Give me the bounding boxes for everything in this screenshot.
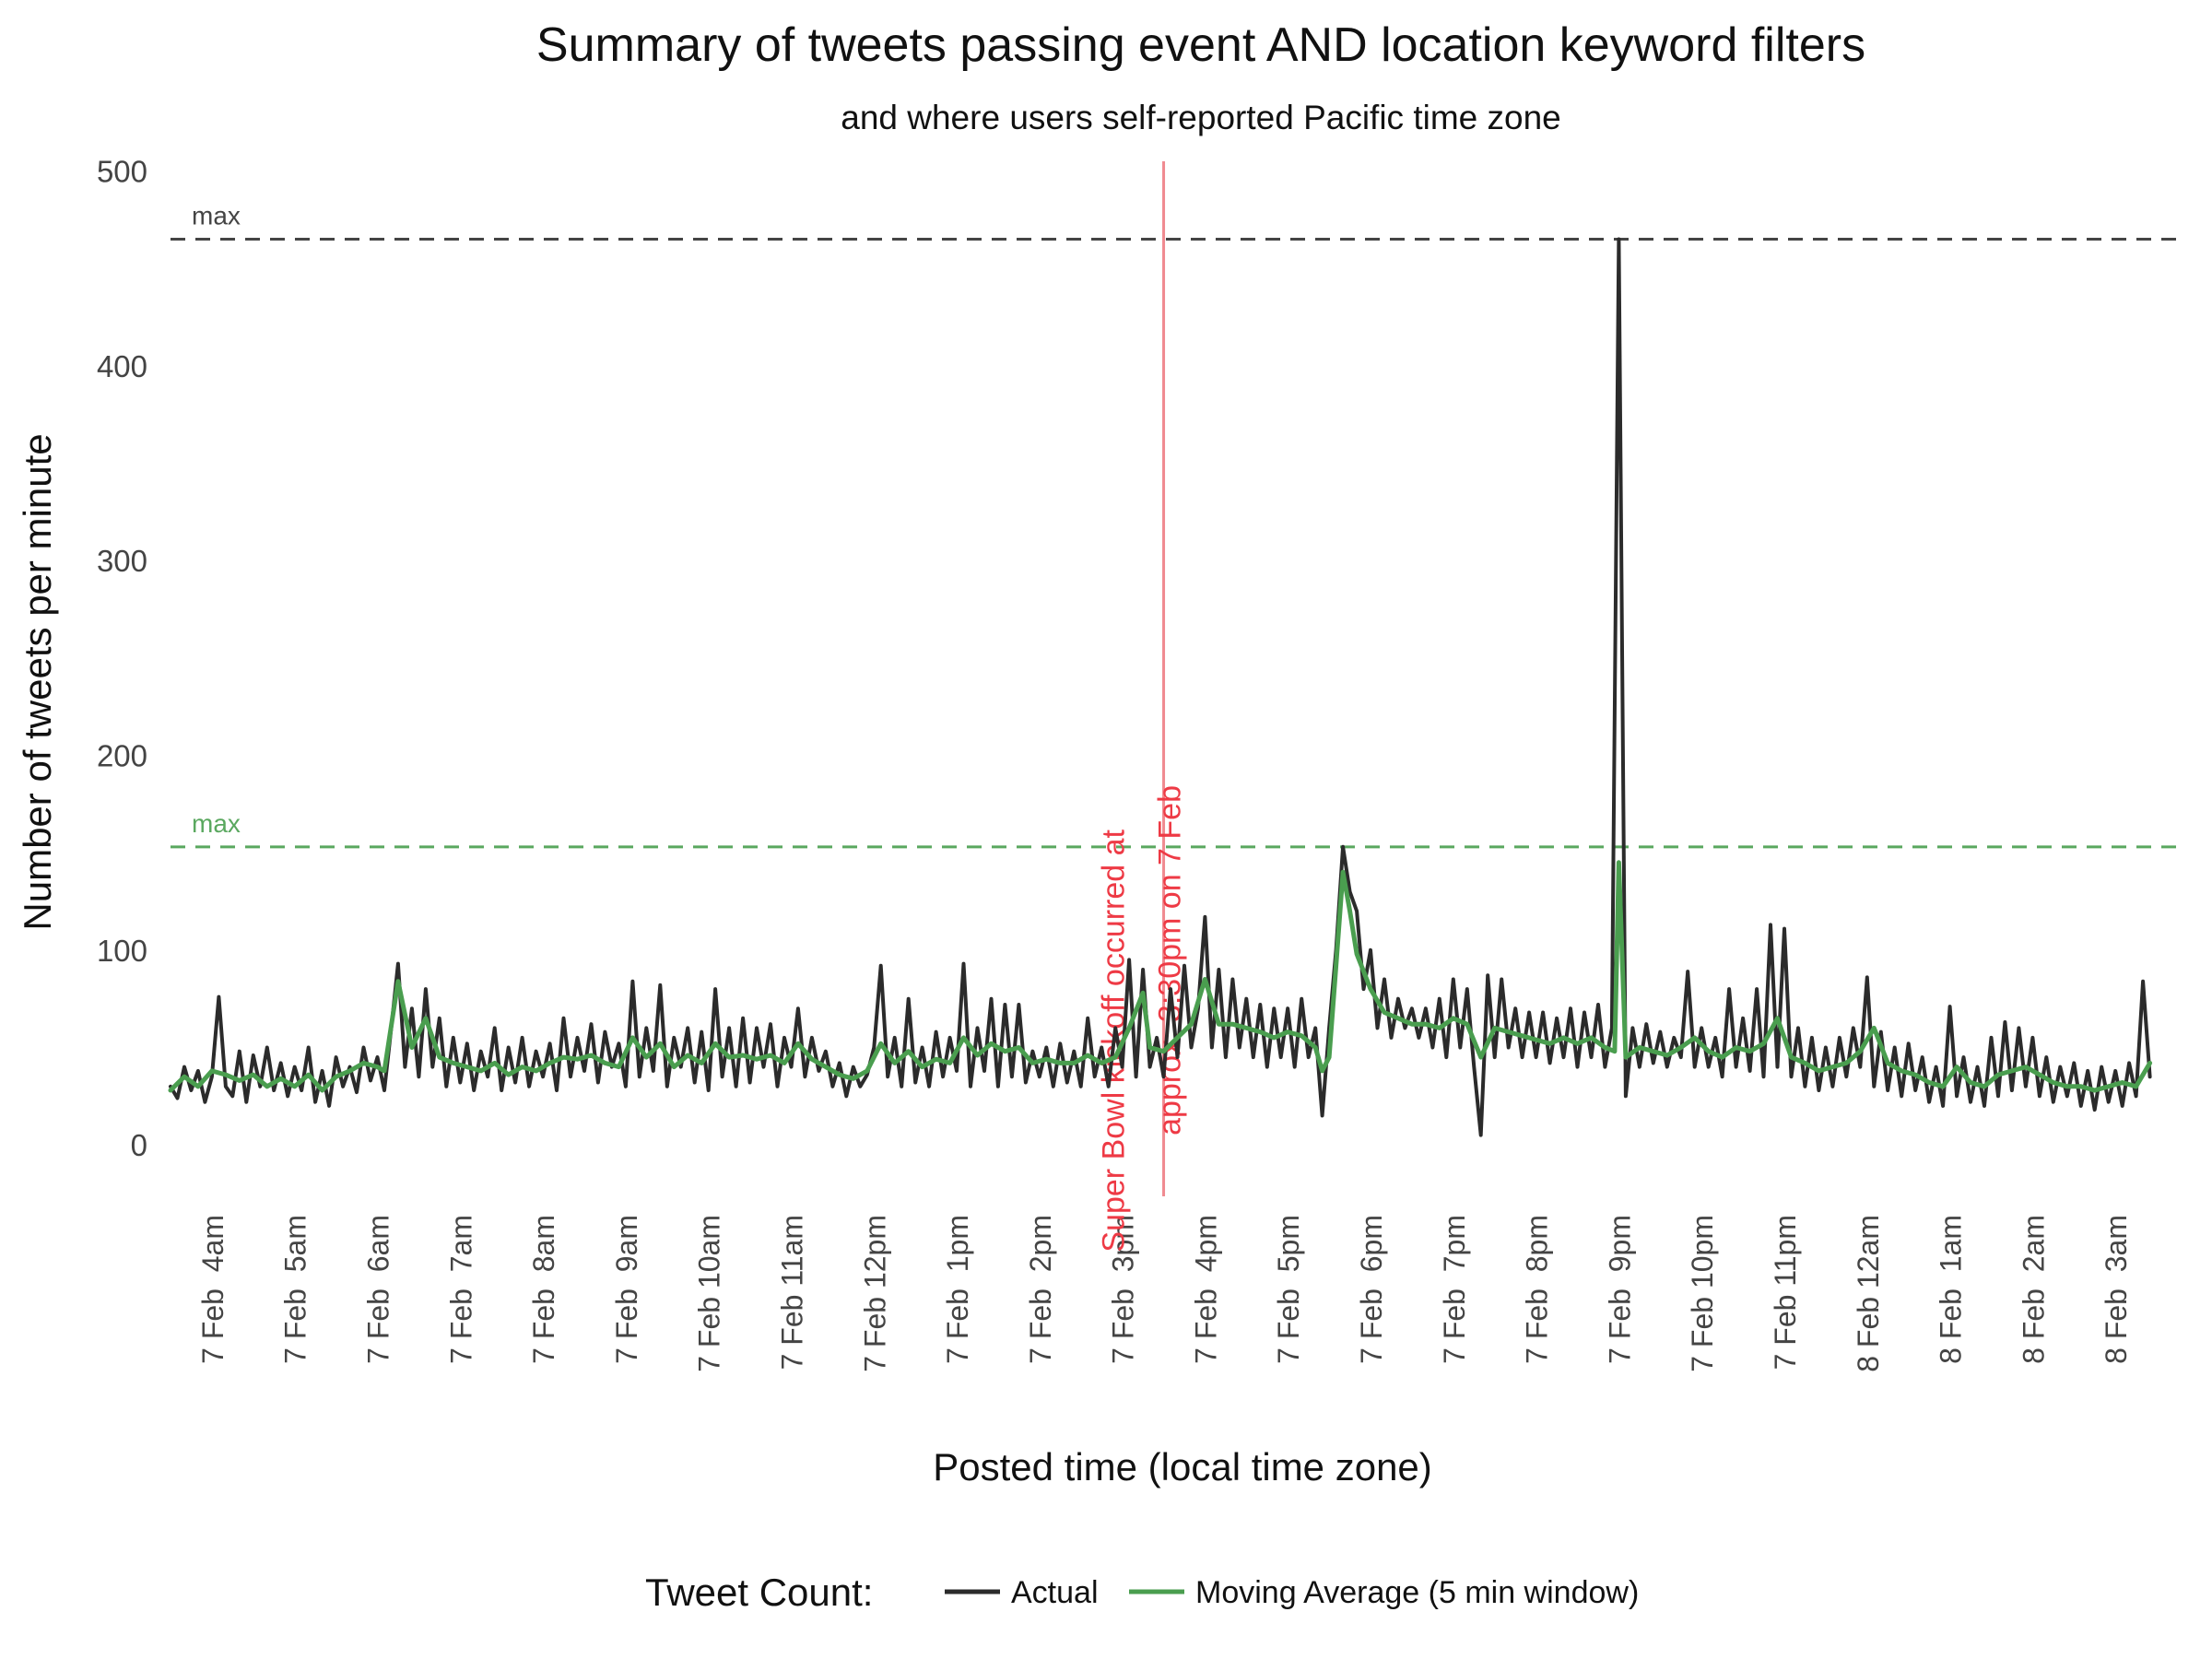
x-tick-label: 8 Feb 12am: [1852, 1215, 1885, 1372]
x-tick-label: 7 Feb 11pm: [1769, 1215, 1802, 1370]
series-actual-line: [169, 237, 2152, 1137]
x-tick-label: 7 Feb 3pm: [1107, 1215, 1140, 1364]
kickoff-annotation-line2: approx. 3:30pm on 7 Feb: [1153, 785, 1188, 1135]
y-axis-label: Number of tweets per minute: [16, 433, 59, 930]
y-tick-label: 300: [97, 544, 147, 578]
legend: Tweet Count: Actual Moving Average (5 min …: [645, 1571, 1639, 1614]
y-tick-label: 200: [97, 739, 147, 773]
y-tick-label: 0: [131, 1128, 147, 1162]
legend-title: Tweet Count:: [645, 1571, 873, 1614]
legend-entry-label: Moving Average (5 min window): [1195, 1575, 1639, 1610]
x-tick-label: 7 Feb 10pm: [1686, 1215, 1719, 1372]
x-tick-label: 7 Feb 6am: [361, 1215, 394, 1364]
max-label: max: [192, 202, 241, 230]
x-tick-label: 7 Feb 11am: [775, 1215, 808, 1370]
x-axis-label: Posted time (local time zone): [933, 1445, 1432, 1488]
x-tick-label: 7 Feb 10am: [693, 1215, 726, 1372]
y-axis-ticks: 0 100 200 300 400 500: [97, 155, 147, 1163]
y-tick-label: 400: [97, 349, 147, 383]
chart-subtitle: and where users self-reported Pacific ti…: [841, 99, 1560, 136]
x-tick-label: 8 Feb 1am: [1935, 1215, 1968, 1364]
x-axis-ticks: 7 Feb 4am 7 Feb 5am 7 Feb 6am 7 Feb 7am 7 Fe…: [196, 1215, 2133, 1372]
chart-title: Summary of tweets passing event AND loca…: [536, 18, 1865, 72]
y-tick-label: 100: [97, 934, 147, 968]
y-tick-label: 500: [97, 155, 147, 189]
max-label: max: [192, 809, 241, 838]
x-tick-label: 7 Feb 5am: [279, 1215, 312, 1364]
x-tick-label: 7 Feb 12pm: [858, 1215, 891, 1372]
x-tick-label: 7 Feb 4pm: [1189, 1215, 1222, 1364]
x-tick-label: 7 Feb 2pm: [1024, 1215, 1057, 1364]
x-tick-label: 7 Feb 7pm: [1438, 1215, 1471, 1364]
x-tick-label: 7 Feb 9am: [610, 1215, 643, 1364]
x-tick-label: 7 Feb 5pm: [1272, 1215, 1305, 1364]
x-tick-label: 7 Feb 8pm: [1521, 1215, 1554, 1364]
x-tick-label: 7 Feb 1pm: [941, 1215, 974, 1364]
x-tick-label: 7 Feb 7am: [444, 1215, 477, 1364]
x-tick-label: 7 Feb 8am: [527, 1215, 560, 1364]
x-tick-label: 8 Feb 2am: [2017, 1215, 2050, 1364]
x-tick-label: 7 Feb 9pm: [1603, 1215, 1636, 1364]
series-lines: [168, 237, 2153, 1137]
series-moving-average-line: [168, 860, 2153, 1093]
x-tick-label: 8 Feb 3am: [2100, 1215, 2133, 1364]
legend-entry-label: Actual: [1011, 1575, 1099, 1610]
x-tick-label: 7 Feb 6pm: [1355, 1215, 1388, 1364]
x-tick-label: 7 Feb 4am: [196, 1215, 229, 1364]
